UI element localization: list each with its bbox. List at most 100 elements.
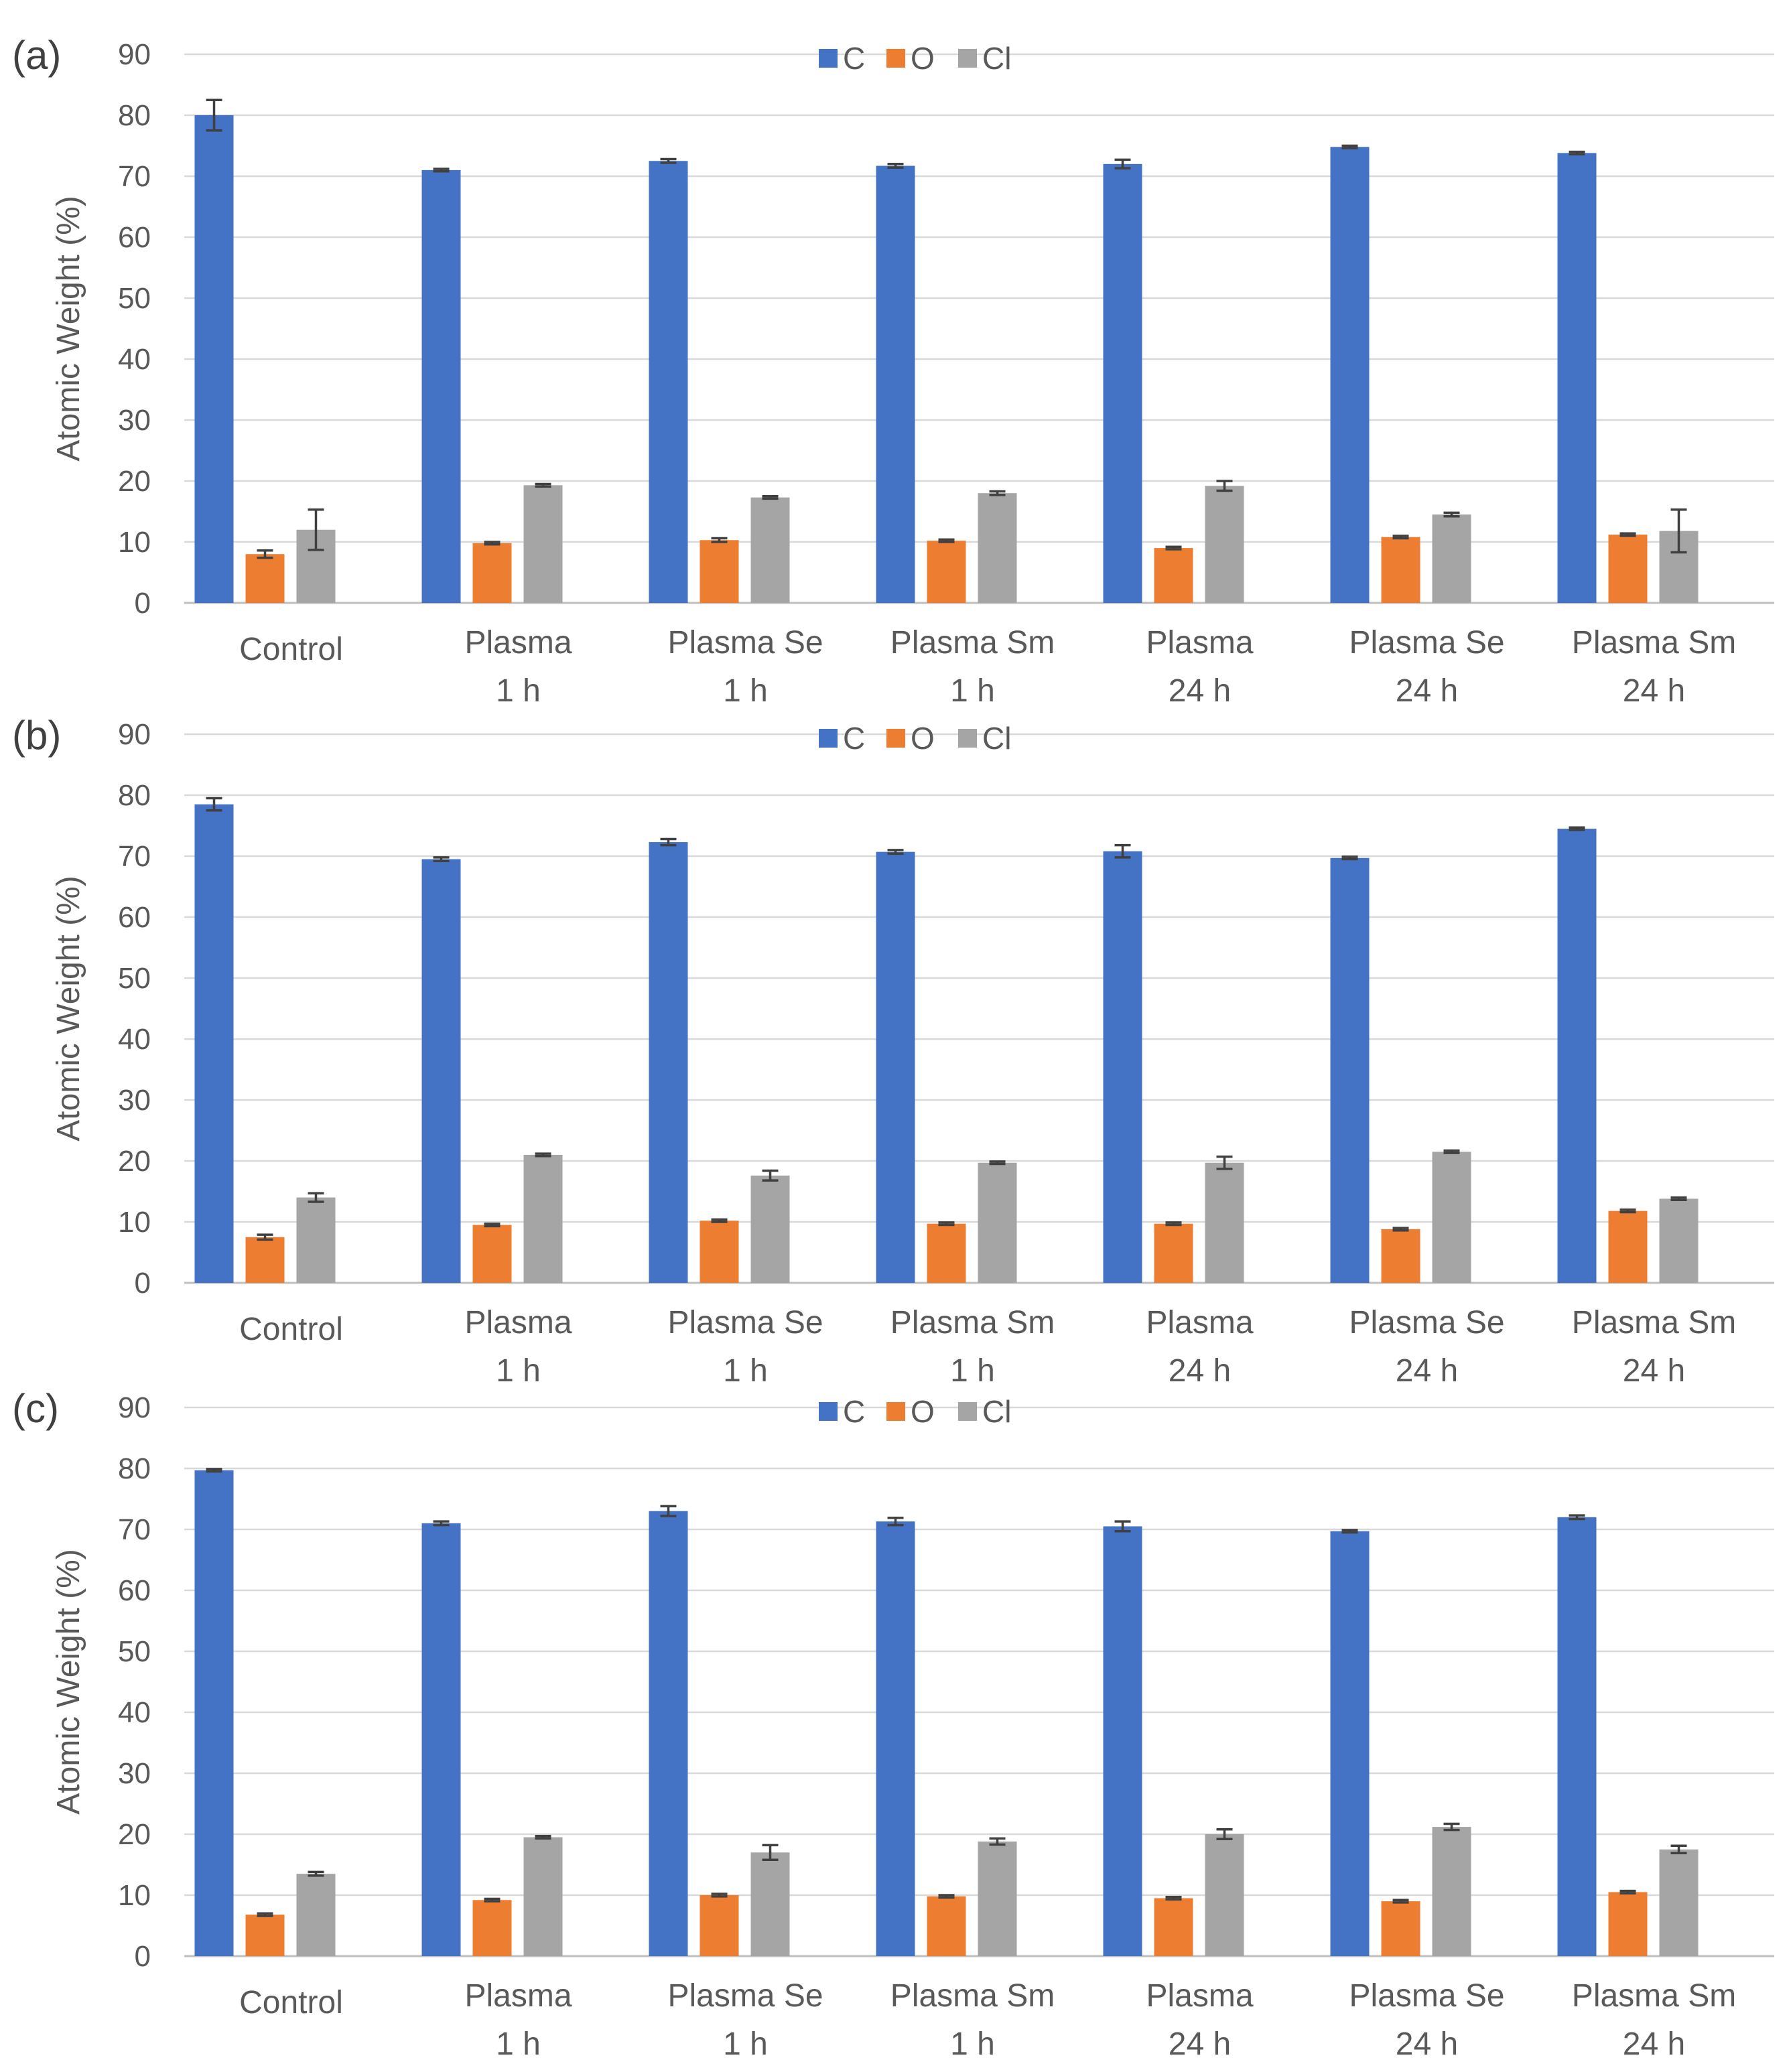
bar-cl <box>296 1874 336 1956</box>
y-tick-label: 70 <box>118 840 151 873</box>
y-tick-label: 50 <box>118 962 151 995</box>
x-tick-label: Plasma <box>464 1978 572 2014</box>
error-bar <box>1569 826 1585 831</box>
legend-swatch-c <box>819 1402 838 1421</box>
error-bar <box>711 1218 728 1223</box>
x-tick-label: Control <box>239 1312 343 1347</box>
error-bar <box>1619 1889 1636 1895</box>
bar-c <box>1330 857 1370 1283</box>
bar-o <box>472 543 512 603</box>
y-tick-label: 70 <box>118 160 151 193</box>
y-tick-label: 60 <box>118 221 151 254</box>
x-tick-label: Plasma Se <box>667 1978 823 2014</box>
bar-cl <box>1432 1827 1471 1956</box>
legend-swatch-o <box>886 729 905 748</box>
bar-cl <box>978 1841 1017 1956</box>
error-bar <box>938 538 955 543</box>
error-bar <box>535 482 551 488</box>
bar-cl <box>1205 1834 1244 1956</box>
bar-o <box>700 1221 739 1283</box>
legend-label-cl: Cl <box>982 721 1011 756</box>
x-tick-label: Plasma Sm <box>1572 1978 1736 2014</box>
bar-o <box>1608 1211 1648 1283</box>
error-bar <box>1569 1514 1585 1521</box>
y-tick-label: 20 <box>118 465 151 498</box>
x-tick-label: 1 h <box>496 1353 541 1389</box>
error-bar <box>1670 1196 1687 1201</box>
error-bar <box>660 157 677 164</box>
bar-o <box>1154 548 1193 603</box>
x-tick-label: Plasma Sm <box>890 625 1055 661</box>
bar-c <box>421 169 461 603</box>
y-tick-label: 80 <box>118 1452 151 1485</box>
legend-swatch-o <box>886 1402 905 1421</box>
bar-c <box>194 804 234 1283</box>
error-bar <box>308 1192 324 1203</box>
bar-c <box>876 851 915 1283</box>
error-bar <box>1392 1227 1409 1232</box>
bar-cl <box>296 1197 336 1283</box>
error-bar <box>1165 1895 1182 1901</box>
error-bar <box>257 549 273 559</box>
bar-c <box>876 1521 915 1956</box>
x-tick-label: 24 h <box>1396 1353 1458 1389</box>
bar-o <box>472 1900 512 1956</box>
error-bar <box>1619 1208 1636 1214</box>
bar-c <box>876 165 915 603</box>
panel-label: (c) <box>12 1386 59 1431</box>
error-bar <box>1114 843 1131 859</box>
x-tick-label: Plasma Sm <box>890 1305 1055 1340</box>
x-tick-label: Plasma <box>464 1305 572 1340</box>
legend-label-c: C <box>843 41 865 76</box>
error-bar <box>535 1152 551 1158</box>
x-tick-label: 24 h <box>1396 673 1458 709</box>
error-bar <box>1341 855 1358 861</box>
error-bar <box>308 1870 324 1877</box>
y-tick-label: 10 <box>118 1879 151 1912</box>
y-tick-label: 50 <box>118 1635 151 1668</box>
error-bar <box>1216 1155 1233 1170</box>
error-bar <box>1392 1898 1409 1904</box>
y-tick-label: 90 <box>118 1391 151 1424</box>
y-tick-label: 30 <box>118 1757 151 1790</box>
error-bar <box>257 1233 273 1241</box>
legend-swatch-cl <box>958 49 977 68</box>
x-tick-label: Plasma Se <box>667 625 823 661</box>
y-tick-label: 40 <box>118 1023 151 1056</box>
legend-label-o: O <box>911 721 935 756</box>
bar-o <box>245 1237 285 1283</box>
x-tick-label: 1 h <box>496 673 541 709</box>
bar-c <box>649 161 688 603</box>
error-bar <box>989 1837 1006 1846</box>
x-tick-label: Plasma Se <box>667 1305 823 1340</box>
x-tick-label: Plasma <box>1146 1305 1253 1340</box>
bar-c <box>421 1523 461 1956</box>
x-tick-label: Plasma Sm <box>1572 1305 1736 1340</box>
error-bar <box>257 1912 273 1917</box>
error-bar <box>535 1834 551 1840</box>
bar-c <box>1103 1526 1142 1956</box>
error-bar <box>989 1160 1006 1166</box>
bar-cl <box>978 493 1017 603</box>
bar-cl <box>1432 1152 1471 1283</box>
y-tick-label: 10 <box>118 1206 151 1239</box>
error-bar <box>1443 1149 1460 1154</box>
bar-o <box>927 1223 966 1283</box>
x-tick-label: Plasma <box>1146 625 1253 661</box>
x-tick-label: Control <box>239 632 343 667</box>
y-tick-label: 90 <box>118 38 151 71</box>
bar-cl <box>750 1175 790 1283</box>
y-tick-label: 90 <box>118 718 151 751</box>
x-tick-label: Plasma Se <box>1349 1978 1504 2014</box>
bar-o <box>245 1915 285 1956</box>
legend-label-c: C <box>843 721 865 756</box>
error-bar <box>711 537 728 543</box>
x-tick-label: 24 h <box>1623 2026 1685 2062</box>
x-tick-label: Control <box>239 1985 343 2020</box>
error-bar <box>1165 1221 1182 1227</box>
error-bar <box>484 1897 501 1903</box>
chart-panel-a: 0 10 20 30 40 50 60 70 80 90 Atomic Weight (%) (a) C… <box>12 33 1774 709</box>
x-tick-label: 24 h <box>1169 2026 1231 2062</box>
error-bar <box>1392 535 1409 540</box>
error-bar <box>206 98 222 132</box>
